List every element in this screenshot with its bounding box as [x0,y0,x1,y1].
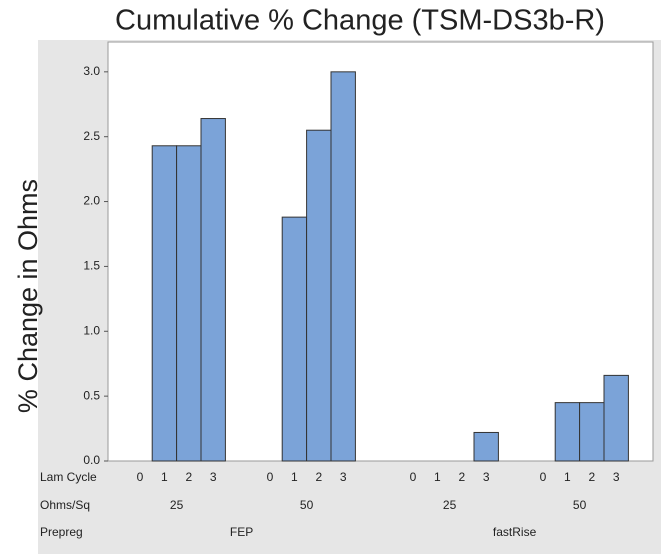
x-tick-label: 2 [185,470,192,484]
y-tick-label: 2.0 [83,194,100,208]
x-tick-label: 1 [291,470,298,484]
x-level-name: Lam Cycle [40,470,97,484]
bar [330,71,356,462]
x-tick-label: 0 [540,470,547,484]
bar [473,431,499,462]
x-level-name: Prepreg [40,525,83,539]
y-axis-label: % Change in Ohms [13,179,43,413]
bar [579,402,605,462]
bar [554,402,581,462]
x-tick-label: 0 [410,470,417,484]
x-tick-label: 50 [573,498,587,512]
x-tick-label: fastRise [493,525,537,539]
x-level-name: Ohms/Sq [40,498,90,512]
x-tick-label: 25 [443,498,457,512]
y-tick-label: 2.5 [83,129,100,143]
y-tick-label: 0.0 [83,453,100,467]
bar [306,129,332,462]
bar [200,118,226,462]
x-tick-label: 1 [564,470,571,484]
x-tick-label: 1 [161,470,168,484]
x-tick-label: 3 [613,470,620,484]
bar [603,374,629,462]
x-tick-label: 0 [267,470,274,484]
y-tick-label: 3.0 [83,64,100,78]
x-tick-label: 0 [137,470,144,484]
x-tick-label: 2 [315,470,322,484]
x-tick-label: FEP [230,525,253,539]
x-tick-label: 3 [483,470,490,484]
x-tick-label: 25 [170,498,184,512]
x-tick-label: 3 [210,470,217,484]
bar [151,145,178,462]
x-tick-label: 50 [300,498,314,512]
bar [281,216,308,462]
x-tick-label: 3 [340,470,347,484]
y-tick-label: 1.5 [83,259,100,273]
y-tick-label: 0.5 [83,388,100,402]
x-tick-label: 2 [588,470,595,484]
y-tick-label: 1.0 [83,323,100,337]
x-tick-label: 1 [434,470,441,484]
bar [176,145,202,462]
chart-title: Cumulative % Change (TSM-DS3b-R) [115,5,605,37]
x-tick-label: 2 [458,470,465,484]
